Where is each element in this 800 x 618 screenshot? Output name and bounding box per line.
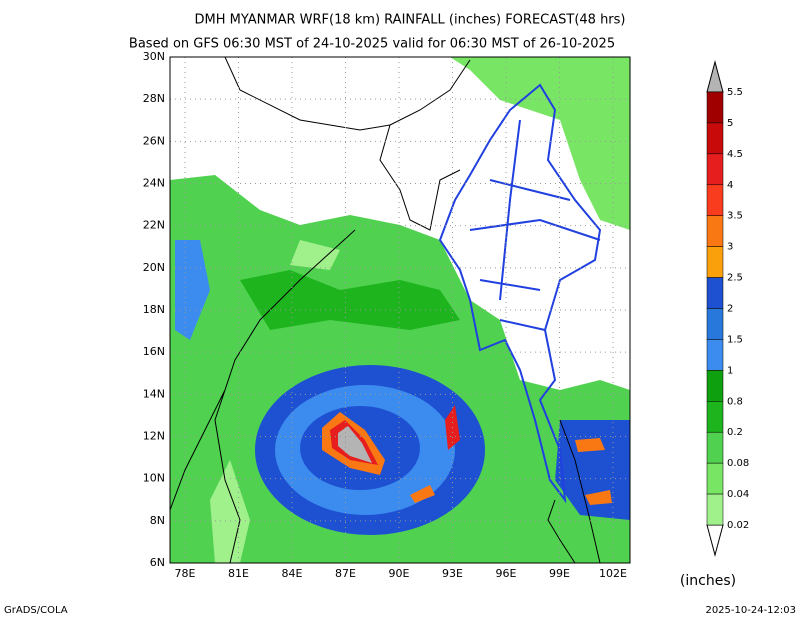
colorbar-bin <box>706 277 724 309</box>
state-border <box>469 119 601 331</box>
myanmar-border <box>438 83 602 504</box>
lon-label: 78E <box>175 567 196 580</box>
colorbar-bin <box>706 401 724 433</box>
colorbar-bin <box>706 308 724 340</box>
colorbar-bin <box>706 370 724 402</box>
colorbar-bin <box>706 246 724 278</box>
colorbar-bin <box>706 215 724 247</box>
rain-area <box>410 485 435 503</box>
lat-label: 14N <box>143 387 165 400</box>
colorbar-label: 0.04 <box>727 489 749 500</box>
lon-label: 87E <box>335 567 356 580</box>
rain-area <box>450 57 630 230</box>
footer-right: 2025-10-24-12:03 <box>705 605 796 616</box>
colorbar-label: 0.08 <box>727 458 749 469</box>
coastline <box>547 419 601 563</box>
footer-left: GrADS/COLA <box>4 605 68 616</box>
lat-label: 30N <box>143 50 165 63</box>
colorbar-cap <box>706 60 724 93</box>
colorbar-label: 4 <box>727 180 733 191</box>
lat-label: 26N <box>143 134 165 147</box>
colorbar: 5.5 5 4.5 4 3.5 3 2.5 2 1.5 1 0.8 0.2 0.08 0.04 0.02 <box>706 60 749 557</box>
title: DMH MYANMAR WRF(18 km) RAINFALL (inches)… <box>194 13 625 28</box>
lon-label: 84E <box>282 567 303 580</box>
rain-area <box>575 438 612 505</box>
rain-area <box>210 460 250 563</box>
lon-label: 102E <box>599 567 627 580</box>
lat-label: 28N <box>143 92 165 105</box>
colorbar-cap <box>706 524 724 557</box>
lat-label: 16N <box>143 345 165 358</box>
lon-label: 99E <box>549 567 570 580</box>
colorbar-label: 3 <box>727 242 733 253</box>
colorbar-bin <box>706 122 724 155</box>
rain-area <box>290 240 340 270</box>
map-frame <box>169 56 631 564</box>
colorbar-label: 5.5 <box>727 87 743 98</box>
colorbar-bin <box>706 339 724 371</box>
subtitle: Based on GFS 06:30 MST of 24-10-2025 val… <box>129 37 615 52</box>
colorbar-label: 5 <box>727 118 733 129</box>
colorbar-label: 2.5 <box>727 273 743 284</box>
rain-area <box>338 426 372 463</box>
colorbar-bin <box>706 184 724 216</box>
colorbar-label: 0.8 <box>727 396 743 407</box>
colorbar-bin <box>706 431 724 464</box>
coastline <box>170 57 471 563</box>
lat-label: 6N <box>150 556 165 569</box>
rain-area <box>555 420 630 520</box>
lat-label: 24N <box>143 177 165 190</box>
colorbar-label: 1 <box>727 365 733 376</box>
lat-label: 20N <box>143 261 165 274</box>
colorbar-bin <box>706 153 724 186</box>
colorbar-bin <box>706 462 724 495</box>
colorbar-unit: (inches) <box>680 573 736 589</box>
lon-label: 90E <box>389 567 410 580</box>
lat-label: 10N <box>143 472 165 485</box>
colorbar-label: 0.02 <box>727 520 749 531</box>
colorbar-label: 4.5 <box>727 149 743 160</box>
lat-label: 18N <box>143 303 165 316</box>
lat-label: 12N <box>143 430 165 443</box>
lon-label: 93E <box>442 567 463 580</box>
lon-label: 96E <box>496 567 517 580</box>
colorbar-label: 2 <box>727 304 733 315</box>
colorbar-label: 1.5 <box>727 334 743 345</box>
map <box>169 56 631 564</box>
colorbar-label: 0.2 <box>727 427 743 438</box>
lat-label: 8N <box>150 514 165 527</box>
colorbar-bin <box>706 493 724 526</box>
colorbar-label: 3.5 <box>727 211 743 222</box>
rain-area <box>175 240 210 340</box>
colorbar-bin <box>706 91 724 124</box>
lon-label: 81E <box>228 567 249 580</box>
lat-label: 22N <box>143 219 165 232</box>
